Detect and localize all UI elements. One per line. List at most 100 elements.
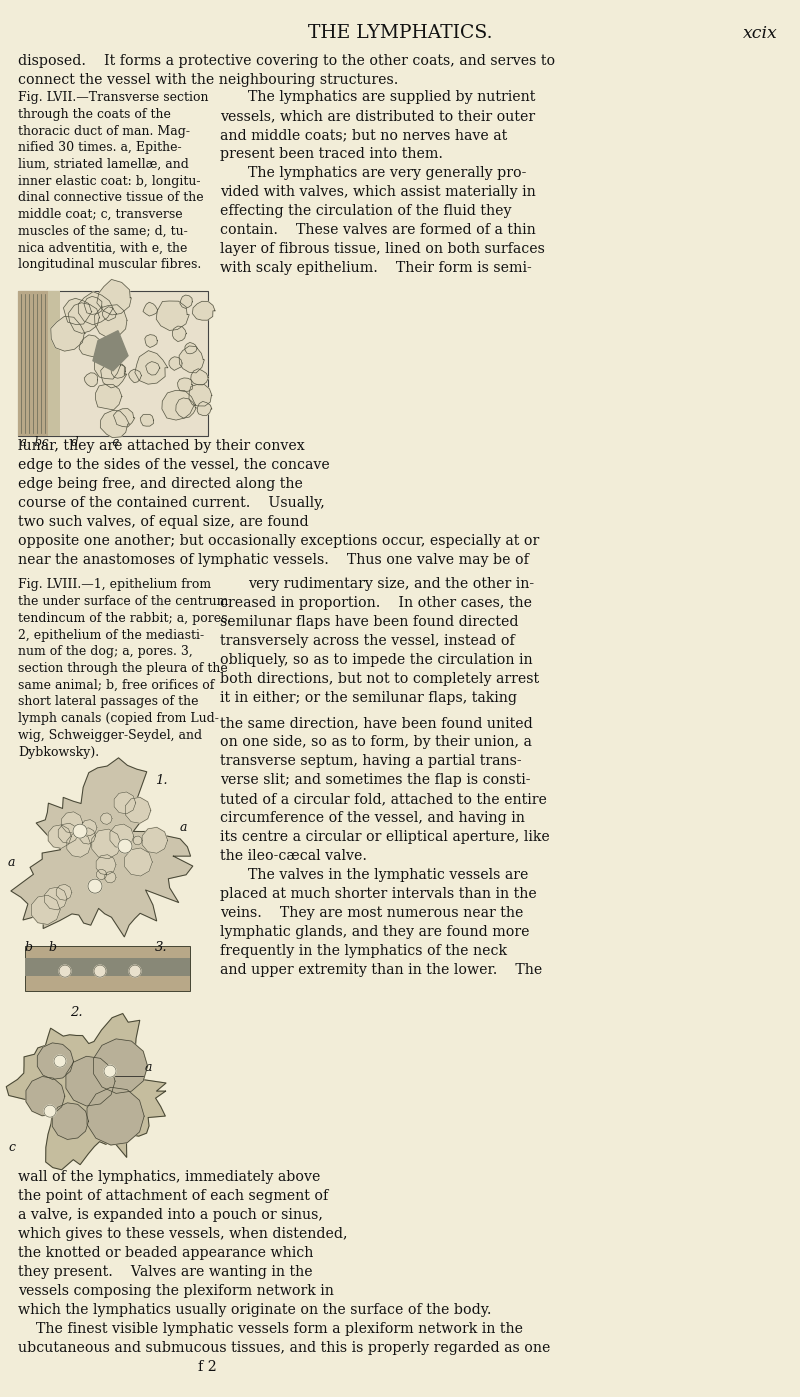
Text: longitudinal muscular fibres.: longitudinal muscular fibres. bbox=[18, 258, 202, 271]
Text: middle coat; c, transverse: middle coat; c, transverse bbox=[18, 208, 182, 221]
Text: the same direction, have been found united: the same direction, have been found unit… bbox=[220, 717, 533, 731]
Bar bbox=[18, 291, 208, 436]
Polygon shape bbox=[52, 1102, 89, 1140]
Text: vessels composing the plexiform network in: vessels composing the plexiform network … bbox=[18, 1284, 334, 1298]
Text: b    b: b b bbox=[25, 942, 57, 954]
Circle shape bbox=[44, 1105, 56, 1118]
Text: nica adventitia, with e, the: nica adventitia, with e, the bbox=[18, 242, 187, 254]
Circle shape bbox=[54, 1055, 66, 1067]
Circle shape bbox=[94, 965, 106, 977]
Text: disposed.    It forms a protective covering to the other coats, and serves to: disposed. It forms a protective covering… bbox=[18, 54, 555, 68]
Polygon shape bbox=[66, 1056, 115, 1106]
Text: transversely across the vessel, instead of: transversely across the vessel, instead … bbox=[220, 634, 514, 648]
Text: it in either; or the semilunar flaps, taking: it in either; or the semilunar flaps, ta… bbox=[220, 692, 517, 705]
Text: 2, epithelium of the mediasti-: 2, epithelium of the mediasti- bbox=[18, 629, 204, 641]
Text: muscles of the same; d, tu-: muscles of the same; d, tu- bbox=[18, 225, 188, 237]
Text: The lymphatics are supplied by nutrient: The lymphatics are supplied by nutrient bbox=[248, 89, 535, 105]
Text: both directions, but not to completely arrest: both directions, but not to completely a… bbox=[220, 672, 539, 686]
Polygon shape bbox=[180, 295, 192, 309]
Text: tuted of a circular fold, attached to the entire: tuted of a circular fold, attached to th… bbox=[220, 792, 547, 806]
Text: two such valves, of equal size, are found: two such valves, of equal size, are foun… bbox=[18, 514, 309, 528]
Text: veins.    They are most numerous near the: veins. They are most numerous near the bbox=[220, 907, 523, 921]
Text: present been traced into them.: present been traced into them. bbox=[220, 147, 443, 161]
Text: edge to the sides of the vessel, the concave: edge to the sides of the vessel, the con… bbox=[18, 458, 330, 472]
Text: wall of the lymphatics, immediately above: wall of the lymphatics, immediately abov… bbox=[18, 1171, 320, 1185]
Text: contain.    These valves are formed of a thin: contain. These valves are formed of a th… bbox=[220, 224, 536, 237]
Polygon shape bbox=[92, 828, 121, 859]
Text: vided with valves, which assist materially in: vided with valves, which assist material… bbox=[220, 184, 536, 200]
Text: f 2: f 2 bbox=[18, 1361, 217, 1375]
Polygon shape bbox=[193, 302, 215, 320]
Text: num of the dog; a, pores. 3,: num of the dog; a, pores. 3, bbox=[18, 645, 193, 658]
Text: on one side, so as to form, by their union, a: on one side, so as to form, by their uni… bbox=[220, 735, 532, 749]
Text: dinal connective tissue of the: dinal connective tissue of the bbox=[18, 191, 204, 204]
Text: effecting the circulation of the fluid they: effecting the circulation of the fluid t… bbox=[220, 204, 511, 218]
Polygon shape bbox=[142, 827, 168, 854]
Polygon shape bbox=[79, 335, 102, 358]
Text: Dybkowsky).: Dybkowsky). bbox=[18, 746, 99, 759]
Polygon shape bbox=[68, 303, 100, 334]
Text: near the anastomoses of lymphatic vessels.    Thus one valve may be of: near the anastomoses of lymphatic vessel… bbox=[18, 553, 529, 567]
Text: course of the contained current.    Usually,: course of the contained current. Usually… bbox=[18, 496, 325, 510]
Polygon shape bbox=[145, 335, 158, 348]
Text: a valve, is expanded into a pouch or sinus,: a valve, is expanded into a pouch or sin… bbox=[18, 1208, 323, 1222]
Polygon shape bbox=[185, 342, 198, 353]
Text: lium, striated lamellæ, and: lium, striated lamellæ, and bbox=[18, 158, 189, 170]
Circle shape bbox=[118, 840, 132, 854]
Text: the under surface of the centrum: the under surface of the centrum bbox=[18, 595, 228, 608]
Text: ubcutaneous and submucous tissues, and this is properly regarded as one: ubcutaneous and submucous tissues, and t… bbox=[18, 1341, 550, 1355]
Polygon shape bbox=[126, 798, 151, 823]
Polygon shape bbox=[114, 408, 135, 427]
Polygon shape bbox=[87, 1087, 144, 1146]
Text: same animal; b, free orifices of: same animal; b, free orifices of bbox=[18, 679, 214, 692]
Text: section through the pleura of the: section through the pleura of the bbox=[18, 662, 228, 675]
Text: lymphatic glands, and they are found more: lymphatic glands, and they are found mor… bbox=[220, 925, 530, 939]
Polygon shape bbox=[114, 792, 136, 814]
Text: Fig. LVIII.—1, epithelium from: Fig. LVIII.—1, epithelium from bbox=[18, 578, 211, 591]
Polygon shape bbox=[173, 326, 186, 341]
Polygon shape bbox=[135, 351, 168, 384]
Text: thoracic duct of man. Mag-: thoracic duct of man. Mag- bbox=[18, 124, 190, 137]
Polygon shape bbox=[84, 296, 102, 314]
Polygon shape bbox=[162, 390, 195, 420]
Polygon shape bbox=[102, 307, 117, 321]
Polygon shape bbox=[97, 869, 106, 880]
Polygon shape bbox=[63, 299, 92, 324]
Text: lunar, they are attached by their convex: lunar, they are attached by their convex bbox=[18, 439, 305, 453]
Text: the point of attachment of each segment of: the point of attachment of each segment … bbox=[18, 1189, 328, 1203]
Text: obliquely, so as to impede the circulation in: obliquely, so as to impede the circulati… bbox=[220, 654, 533, 668]
Text: layer of fibrous tissue, lined on both surfaces: layer of fibrous tissue, lined on both s… bbox=[220, 242, 545, 256]
Polygon shape bbox=[146, 362, 160, 374]
Polygon shape bbox=[84, 373, 98, 387]
Text: THE LYMPHATICS.: THE LYMPHATICS. bbox=[308, 24, 492, 42]
Text: transverse septum, having a partial trans-: transverse septum, having a partial tran… bbox=[220, 754, 522, 768]
Text: and middle coats; but no nerves have at: and middle coats; but no nerves have at bbox=[220, 129, 507, 142]
Text: connect the vessel with the neighbouring structures.: connect the vessel with the neighbouring… bbox=[18, 73, 398, 87]
Polygon shape bbox=[79, 828, 95, 844]
Polygon shape bbox=[6, 1014, 166, 1169]
Polygon shape bbox=[50, 316, 85, 351]
Polygon shape bbox=[143, 302, 158, 316]
Polygon shape bbox=[26, 1077, 65, 1116]
Text: a: a bbox=[145, 1062, 153, 1074]
Polygon shape bbox=[94, 1039, 147, 1094]
Polygon shape bbox=[197, 401, 212, 415]
Text: very rudimentary size, and the other in-: very rudimentary size, and the other in- bbox=[248, 577, 534, 591]
Circle shape bbox=[73, 824, 87, 838]
Polygon shape bbox=[156, 300, 190, 331]
Polygon shape bbox=[97, 279, 131, 314]
Polygon shape bbox=[93, 331, 128, 370]
Text: a: a bbox=[180, 821, 187, 834]
Polygon shape bbox=[31, 895, 60, 925]
Text: wig, Schweigger-Seydel, and: wig, Schweigger-Seydel, and bbox=[18, 729, 202, 742]
Polygon shape bbox=[62, 812, 82, 833]
Polygon shape bbox=[11, 757, 193, 937]
Text: verse slit; and sometimes the flap is consti-: verse slit; and sometimes the flap is co… bbox=[220, 773, 530, 787]
Text: with scaly epithelium.    Their form is semi-: with scaly epithelium. Their form is sem… bbox=[220, 261, 532, 275]
Polygon shape bbox=[190, 369, 209, 386]
Circle shape bbox=[104, 1065, 116, 1077]
Circle shape bbox=[59, 965, 71, 977]
Polygon shape bbox=[176, 398, 196, 418]
Polygon shape bbox=[48, 824, 71, 848]
Polygon shape bbox=[178, 379, 193, 391]
